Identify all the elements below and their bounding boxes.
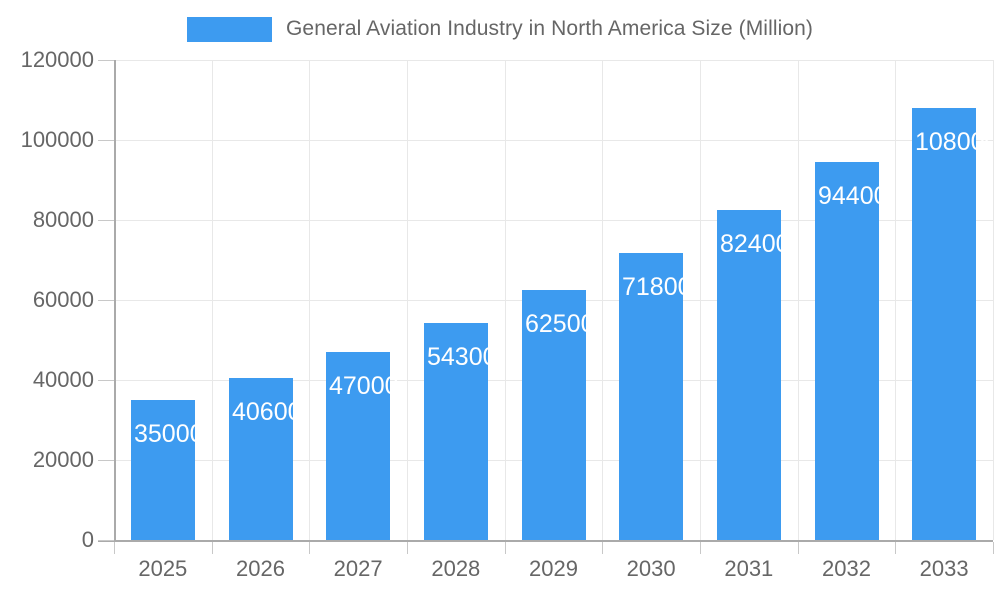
gridline-vertical [602, 60, 603, 540]
x-axis-labels: 2025 2026 2027 2028 2029 2030 2031 2032 2033 [114, 556, 993, 590]
y-axis-tick-label: 120000 [20, 47, 94, 72]
bar[interactable] [717, 210, 781, 540]
bar-value-label: 94400 [818, 182, 888, 211]
y-axis-tick [98, 140, 114, 141]
gridline-vertical [407, 60, 408, 540]
x-axis-tick [407, 542, 408, 554]
gridline-vertical [212, 60, 213, 540]
x-axis-tick [993, 542, 994, 554]
x-axis-tick-label: 2033 [919, 556, 969, 581]
bar[interactable] [815, 162, 879, 540]
gridline-horizontal [114, 140, 993, 141]
x-axis-tick [895, 542, 896, 554]
chart-legend: General Aviation Industry in North Ameri… [0, 10, 1000, 48]
y-axis-tick [98, 300, 114, 301]
gridline-vertical [700, 60, 701, 540]
y-axis-tick-label: 0 [81, 527, 94, 552]
legend-color-swatch[interactable] [186, 16, 272, 42]
x-axis-tick-label: 2025 [138, 556, 188, 581]
x-axis-tick-label: 2027 [333, 556, 383, 581]
y-axis-tick-label: 60000 [32, 287, 94, 312]
bar-value-label: 62500 [525, 310, 595, 338]
x-axis-tick-label: 2030 [626, 556, 676, 581]
x-axis-tick [309, 542, 310, 554]
y-axis-tick-label: 40000 [32, 367, 94, 392]
x-axis-tick [212, 542, 213, 554]
bar-value-label: 71800 [622, 272, 692, 301]
y-axis-tick [98, 60, 114, 61]
gridline-vertical [993, 60, 994, 540]
bar-value-label: 35000 [134, 420, 204, 448]
gridline-vertical [505, 60, 506, 540]
legend-series-label: General Aviation Industry in North Ameri… [285, 17, 814, 40]
bar-value-label: 40600 [232, 397, 302, 426]
x-axis-tick-label: 2029 [529, 556, 578, 581]
x-axis-tick [700, 542, 701, 554]
y-axis-labels: 0 20000 40000 60000 80000 100000 120000 [0, 0, 94, 600]
x-axis-tick [798, 542, 799, 554]
x-axis-tick-label: 2031 [724, 556, 774, 581]
x-axis-line [98, 540, 993, 542]
bar[interactable] [424, 322, 488, 540]
gridline-vertical [309, 60, 310, 540]
bar[interactable] [229, 377, 293, 540]
bar[interactable] [912, 108, 976, 540]
bar-value-label: 47000 [329, 372, 399, 400]
x-axis-tick [505, 542, 506, 554]
y-axis-tick-label: 80000 [32, 207, 94, 232]
y-axis-tick [98, 460, 114, 461]
bar-value-label: 54300 [427, 342, 497, 371]
y-axis-tick [98, 220, 114, 221]
gridline-vertical [798, 60, 799, 540]
y-axis-tick [98, 380, 114, 381]
y-axis-tick [98, 540, 114, 541]
bar[interactable] [619, 252, 683, 540]
x-axis-tick [602, 542, 603, 554]
bars-container: 35000 40600 47000 54300 62500 71800 82400 94400… [114, 60, 993, 540]
gridline-vertical [895, 60, 896, 540]
x-axis-tick-label: 2032 [822, 556, 871, 581]
bar-value-label: 82400 [720, 230, 790, 259]
y-axis-tick-label: 20000 [32, 447, 94, 472]
bar[interactable] [326, 352, 390, 540]
x-axis-tick [114, 542, 115, 554]
bar-value-label: 108000 [915, 128, 993, 156]
x-axis-tick-label: 2028 [431, 556, 481, 581]
x-axis-tick-label: 2026 [236, 556, 285, 581]
y-axis-line [114, 60, 116, 541]
y-axis-tick-label: 100000 [20, 127, 94, 152]
gridline-horizontal [114, 220, 993, 221]
bar[interactable] [131, 400, 195, 540]
gridline-horizontal [114, 60, 993, 61]
bar[interactable] [522, 290, 586, 540]
